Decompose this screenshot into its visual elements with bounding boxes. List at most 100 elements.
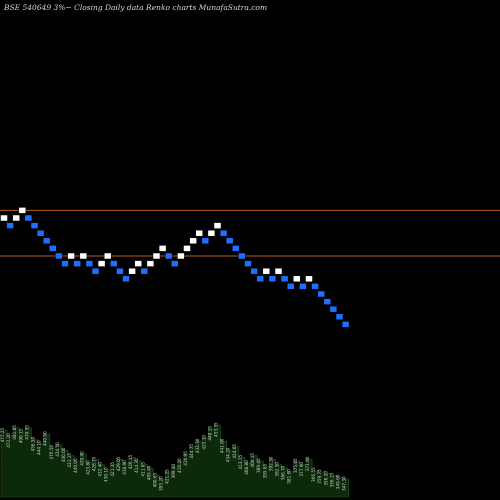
- renko-brick-down: [238, 252, 246, 260]
- volume-label: 410.20: [177, 458, 182, 473]
- renko-brick-down: [317, 290, 325, 298]
- volume-label: 375.85: [293, 458, 298, 473]
- renko-brick-down: [85, 260, 94, 267]
- volume-label: 432.30: [195, 438, 200, 453]
- renko-brick-down: [286, 283, 295, 290]
- volume-label: 400.65: [153, 472, 158, 487]
- renko-brick-up: [183, 245, 191, 252]
- renko-brick-down: [122, 275, 130, 283]
- renko-brick-up: [134, 260, 142, 267]
- volume-label: 426.15: [128, 454, 133, 469]
- volume-label: 420.40: [79, 451, 84, 466]
- volume-label: 431.15: [67, 453, 72, 468]
- volume-label: 432.40: [98, 462, 103, 477]
- volume-label: 421.25: [165, 469, 170, 484]
- renko-brick-up: [128, 267, 136, 275]
- volume-label: 440.00: [73, 458, 78, 473]
- renko-brick-up: [305, 275, 313, 283]
- renko-brick-down: [323, 298, 332, 305]
- renko-brick-up: [207, 229, 216, 237]
- volume-label: 434.50: [55, 442, 60, 457]
- volume-label: 400.15: [250, 453, 255, 468]
- renko-brick-up: [195, 229, 203, 237]
- volume-label: 425.10: [201, 435, 206, 450]
- volume-label: 386.70: [281, 465, 286, 480]
- volume-label: 413.75: [238, 454, 243, 469]
- volume-label: 347.30: [342, 476, 347, 491]
- renko-brick-down: [280, 275, 289, 283]
- volume-label: 399.40: [171, 463, 176, 478]
- renko-brick-down: [73, 260, 81, 267]
- volume-label: 395.65: [262, 463, 267, 478]
- volume-label: 456.50: [31, 436, 36, 451]
- renko-brick-up: [152, 252, 161, 260]
- volume-label: 366.55: [311, 467, 316, 482]
- renko-brick-down: [244, 260, 252, 267]
- renko-brick-down: [201, 237, 210, 245]
- volume-label: 440.90: [43, 431, 48, 446]
- renko-brick-down: [250, 267, 258, 275]
- renko-brick-down: [232, 245, 240, 252]
- renko-brick-up: [274, 267, 283, 275]
- renko-brick-down: [116, 267, 124, 275]
- renko-brick-down: [6, 222, 14, 229]
- renko-brick-down: [110, 260, 118, 267]
- volume-label: 453.35: [214, 422, 219, 437]
- volume-label: 411.05: [140, 462, 145, 477]
- renko-brick-up: [146, 260, 155, 267]
- chart-title: BSE 540649 3%~ Closing Daily data Renko …: [4, 3, 268, 12]
- renko-brick-down: [268, 275, 277, 283]
- renko-brick-down: [49, 245, 57, 252]
- volume-label: 428.75: [92, 456, 97, 471]
- renko-brick-down: [225, 237, 234, 245]
- renko-brick-up: [158, 245, 167, 252]
- volume-label: 444.10: [37, 440, 42, 455]
- renko-brick-down: [91, 267, 100, 275]
- renko-brick-up: [67, 252, 75, 260]
- renko-brick-down: [256, 275, 264, 283]
- renko-brick-down: [164, 252, 173, 260]
- volume-label: 440.00: [61, 447, 66, 462]
- volume-label: 371.90: [305, 456, 310, 471]
- renko-brick-up: [79, 252, 88, 260]
- renko-brick-down: [335, 313, 344, 321]
- volume-label: 405.40: [146, 465, 151, 480]
- renko-brick-up: [12, 214, 20, 222]
- volume-label: 481.85: [12, 425, 17, 440]
- volume-label: 430.10: [104, 467, 109, 482]
- volume-label: 476.50: [49, 445, 54, 460]
- volume-label: 389.40: [256, 458, 261, 473]
- volume-label: 381.60: [287, 469, 292, 484]
- volume-label: 441.90: [220, 438, 225, 453]
- volume-label: 472.20: [6, 433, 11, 448]
- volume-label: 408.80: [244, 460, 249, 475]
- renko-brick-down: [24, 214, 33, 222]
- volume-label: 424.05: [232, 444, 237, 459]
- volume-area: [0, 424, 349, 498]
- renko-brick-down: [42, 237, 51, 245]
- renko-brick-down: [36, 229, 45, 237]
- renko-brick-down: [140, 267, 149, 275]
- renko-brick-up: [213, 222, 222, 229]
- renko-brick-up: [177, 252, 185, 260]
- volume-label: 470.55: [24, 425, 29, 440]
- volume-area-shape: [0, 424, 349, 498]
- volume-label: 444.75: [189, 444, 194, 459]
- volume-label: 356.15: [329, 472, 334, 487]
- volume-label: 429.05: [116, 456, 121, 471]
- renko-brick-down: [61, 260, 69, 267]
- renko-brick-down: [341, 321, 350, 328]
- renko-brick-down: [299, 283, 307, 290]
- volume-label: 477.25: [0, 427, 5, 442]
- volume-label: 382.50: [275, 462, 280, 477]
- renko-brick-down: [30, 222, 39, 229]
- renko-brick-down: [55, 252, 63, 260]
- renko-brick-up: [0, 214, 8, 222]
- volume-label: 448.15: [207, 426, 212, 441]
- renko-brick-up: [189, 237, 197, 245]
- volume-label: 414.30: [134, 458, 139, 473]
- volume-label: 349.60: [336, 474, 341, 489]
- volume-label: 359.75: [317, 469, 322, 484]
- renko-brick-up: [97, 260, 106, 267]
